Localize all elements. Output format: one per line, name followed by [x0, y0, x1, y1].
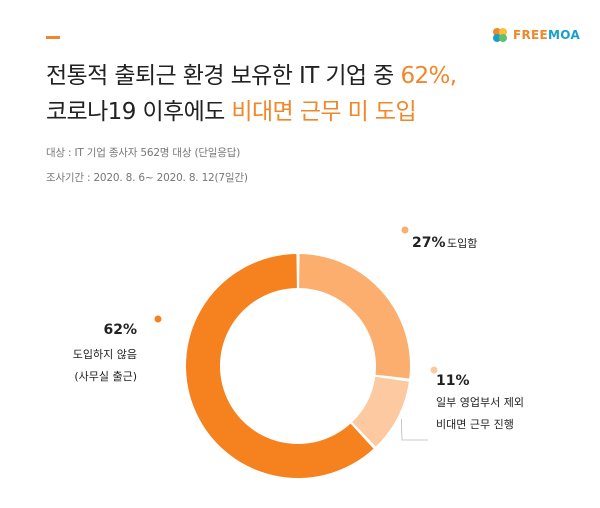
freemoa-logo-icon — [493, 28, 507, 42]
headline-line-2: 코로나19 이후에도 비대면 근무 미 도입 — [46, 99, 417, 125]
survey-period: 조사기간 : 2020. 8. 6~ 2020. 8. 12(7일간) — [46, 172, 248, 184]
donut-slice-not-introduced — [186, 254, 374, 478]
data-label-pct-not-introduced: 62% — [103, 322, 137, 338]
label-dot-introduced — [401, 226, 409, 234]
logo-text: FREEMOA — [513, 28, 581, 42]
headline-line-1: 전통적 출퇴근 환경 보유한 IT 기업 중 62%, — [46, 63, 457, 89]
title-accent-bar — [46, 36, 60, 39]
headline-highlight-2: 비대면 근무 미 도입 — [231, 99, 417, 125]
survey-target: 대상 : IT 기업 종사자 562명 대상 (단일응답) — [46, 147, 241, 159]
data-label-text-partial-1: 일부 영업부서 제외 — [436, 395, 524, 409]
donut-slice-partial — [352, 376, 409, 447]
label-dot-partial — [430, 366, 438, 374]
data-label-pct-introduced: 27% — [412, 235, 446, 251]
data-label-text-not-introduced-2: (사무실 출근) — [74, 370, 137, 383]
label-dot-not-introduced — [154, 315, 162, 323]
headline: 전통적 출퇴근 환경 보유한 IT 기업 중 62%, 코로나19 이후에도 비… — [46, 58, 457, 130]
data-label-pct-partial: 11% — [436, 373, 470, 389]
data-label-text-introduced-1: 도입함 — [447, 237, 477, 250]
freemoa-logo: FREEMOA — [492, 27, 580, 43]
data-label-text-not-introduced-1: 도입하지 않음 — [73, 347, 137, 361]
data-label-text-partial-2: 비대면 근무 진행 — [436, 418, 514, 431]
leader-line-partial — [400, 418, 428, 441]
headline-highlight-1: 62%, — [400, 63, 457, 89]
donut-slice-introduced — [299, 254, 411, 379]
